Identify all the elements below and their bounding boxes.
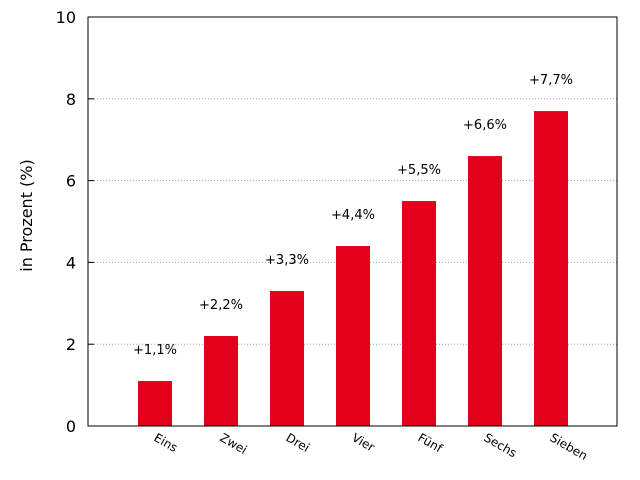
x-tick-label: Zwei [218, 430, 250, 457]
y-tick-label: 4 [66, 253, 76, 272]
y-axis-ticks: 0 2 4 6 8 10 [56, 8, 94, 436]
bars [138, 111, 568, 426]
x-tick-label: Vier [350, 430, 377, 454]
y-tick-label: 10 [56, 8, 76, 27]
x-tick-label: Sechs [482, 430, 520, 460]
bar [270, 291, 304, 426]
data-label: +3,3% [265, 253, 309, 268]
bar [402, 201, 436, 426]
x-tick-label: Sieben [548, 430, 590, 463]
data-label: +6,6% [463, 118, 507, 133]
data-labels: +1,1% +2,2% +3,3% +4,4% +5,5% +6,6% +7,7% [133, 73, 573, 358]
bar [468, 156, 502, 426]
y-tick-label: 2 [66, 335, 76, 354]
x-tick-label: Eins [152, 430, 180, 455]
bar [336, 246, 370, 426]
plot-frame [87, 16, 618, 427]
data-label: +1,1% [133, 343, 177, 358]
y-tick-label: 0 [66, 417, 76, 436]
bar [534, 111, 568, 426]
data-label: +2,2% [199, 298, 243, 313]
data-label: +4,4% [331, 208, 375, 223]
y-axis-title: in Prozent (%) [17, 159, 36, 271]
bar [138, 381, 172, 426]
x-axis-labels: Eins Zwei Drei Vier Fünf Sechs Sieben [152, 430, 590, 463]
bar [204, 336, 238, 426]
y-tick-label: 6 [66, 172, 76, 191]
y-tick-label: 8 [66, 90, 76, 109]
x-tick-label: Fünf [416, 430, 446, 455]
x-tick-label: Drei [284, 430, 312, 454]
data-label: +7,7% [529, 73, 573, 88]
data-label: +5,5% [397, 163, 441, 178]
